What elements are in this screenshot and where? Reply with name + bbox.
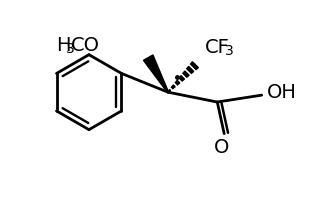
Polygon shape <box>187 66 194 73</box>
Polygon shape <box>143 55 168 92</box>
Text: CF: CF <box>204 38 229 57</box>
Text: O: O <box>214 138 229 157</box>
Text: OH: OH <box>266 83 296 102</box>
Polygon shape <box>175 80 180 85</box>
Polygon shape <box>168 90 171 92</box>
Polygon shape <box>179 76 185 81</box>
Text: 3: 3 <box>66 42 74 56</box>
Text: CO: CO <box>71 36 100 55</box>
Text: 3: 3 <box>225 44 234 58</box>
Polygon shape <box>183 71 189 77</box>
Polygon shape <box>190 62 198 70</box>
Text: H: H <box>57 36 71 55</box>
Polygon shape <box>172 85 175 89</box>
